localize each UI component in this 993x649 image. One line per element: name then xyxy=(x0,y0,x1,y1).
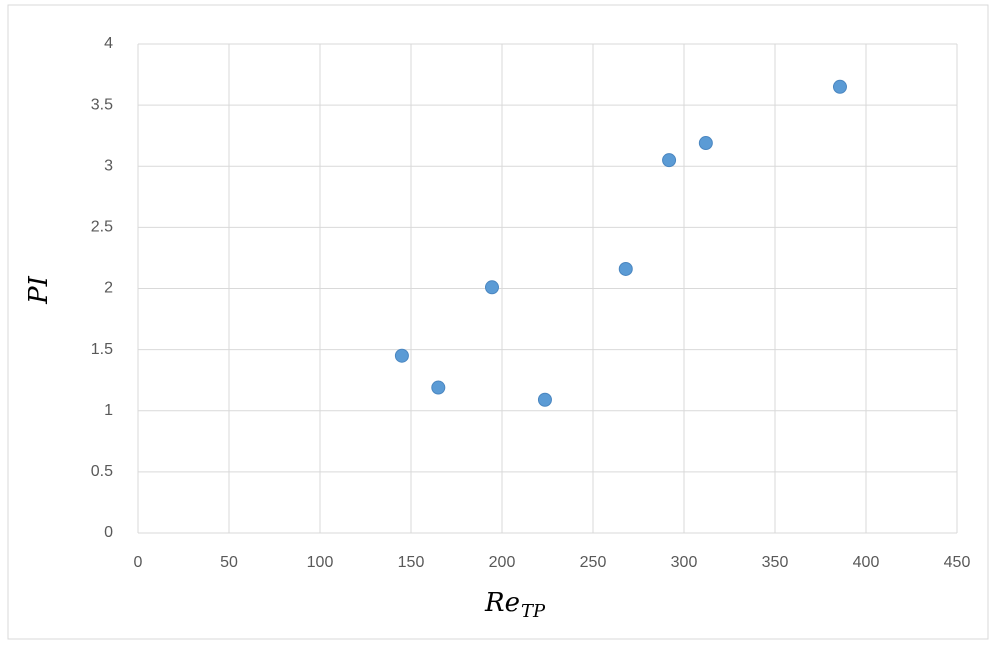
y-tick-label: 0.5 xyxy=(91,463,113,480)
y-tick-label: 0 xyxy=(104,524,113,541)
y-tick-label: 3 xyxy=(104,157,113,174)
y-tick-label: 4 xyxy=(104,35,113,52)
chart-frame xyxy=(7,4,989,640)
x-axis-title: Re xyxy=(484,588,520,618)
y-tick-label: 1 xyxy=(104,402,113,419)
x-tick-label: 350 xyxy=(762,554,789,571)
y-tick-label: 2 xyxy=(104,280,113,297)
x-tick-label: 50 xyxy=(220,554,238,571)
x-tick-label: 100 xyxy=(307,554,334,571)
x-axis-title-sub: TP xyxy=(521,601,546,622)
point xyxy=(662,153,677,168)
x-tick-label: 300 xyxy=(671,554,698,571)
x-tick-label: 450 xyxy=(944,554,971,571)
y-axis-title: PI xyxy=(24,275,54,304)
x-tick-label: 400 xyxy=(853,554,880,571)
point xyxy=(698,136,713,151)
point xyxy=(394,348,409,363)
y-tick-label: 2.5 xyxy=(91,219,113,236)
x-tick-label: 150 xyxy=(398,554,425,571)
point xyxy=(832,79,847,94)
point xyxy=(618,261,633,276)
point xyxy=(431,380,446,395)
x-tick-label: 250 xyxy=(580,554,607,571)
y-tick-label: 1.5 xyxy=(91,341,113,358)
point xyxy=(484,280,499,295)
x-tick-label: 0 xyxy=(134,554,143,571)
point xyxy=(537,392,552,407)
y-tick-label: 3.5 xyxy=(91,96,113,113)
x-tick-label: 200 xyxy=(489,554,516,571)
